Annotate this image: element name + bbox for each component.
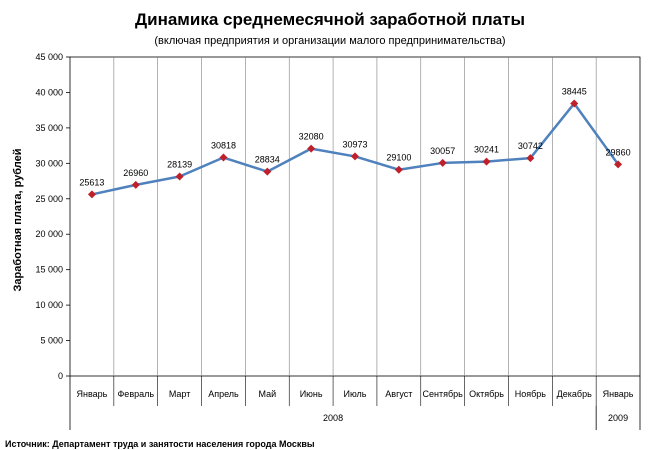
- data-point: [175, 172, 184, 181]
- data-point: [219, 153, 228, 162]
- y-axis-label: Заработная плата, рублей: [12, 148, 24, 291]
- y-tick-label: 45 000: [35, 52, 63, 62]
- data-point: [87, 190, 96, 199]
- y-tick-label: 15 000: [35, 265, 63, 275]
- y-tick-label: 10 000: [35, 300, 63, 310]
- data-point: [482, 157, 491, 166]
- y-tick-label: 35 000: [35, 123, 63, 133]
- data-point: [526, 154, 535, 163]
- data-label: 30973: [342, 139, 367, 149]
- chart-title: Динамика среднемесячной заработной платы: [135, 10, 525, 29]
- data-label: 29100: [386, 153, 411, 163]
- data-label: 29860: [606, 147, 631, 157]
- data-label: 28139: [167, 160, 192, 170]
- data-point: [570, 99, 579, 108]
- data-point: [263, 167, 272, 176]
- data-label: 26960: [123, 168, 148, 178]
- source-note: Источник: Департамент труда и занятости …: [5, 439, 315, 449]
- data-label: 38445: [562, 86, 587, 96]
- x-tick-label: Сентябрь: [423, 389, 464, 399]
- x-tick-label: Июль: [344, 389, 367, 399]
- x-tick-label: Декабрь: [557, 389, 592, 399]
- x-tick-label: Январь: [76, 389, 107, 399]
- data-point: [307, 144, 316, 153]
- x-tick-label: Май: [258, 389, 276, 399]
- x-tick-label: Апрель: [208, 389, 239, 399]
- y-tick-label: 0: [58, 371, 63, 381]
- x-tick-label: Октябрь: [469, 389, 504, 399]
- y-tick-label: 30 000: [35, 158, 63, 168]
- data-label: 30057: [430, 146, 455, 156]
- x-tick-label: Март: [169, 389, 191, 399]
- y-tick-label: 5 000: [40, 336, 63, 346]
- y-tick-label: 40 000: [35, 87, 63, 97]
- data-point: [131, 180, 140, 189]
- chart-subtitle: (включая предприятия и организации малог…: [154, 35, 505, 47]
- x-tick-label: Август: [385, 389, 412, 399]
- data-label: 25613: [79, 177, 104, 187]
- plot-area: [69, 56, 641, 377]
- data-label: 32080: [299, 132, 324, 142]
- x-tick-label: Ноябрь: [515, 389, 547, 399]
- year-label: 2009: [608, 413, 628, 423]
- x-tick-label: Февраль: [117, 389, 154, 399]
- year-label: 2008: [323, 413, 343, 423]
- data-label: 30241: [474, 145, 499, 155]
- data-point: [614, 160, 623, 169]
- data-label: 30818: [211, 141, 236, 151]
- data-label: 28834: [255, 155, 280, 165]
- y-tick-label: 20 000: [35, 229, 63, 239]
- data-point: [394, 165, 403, 174]
- x-tick-label: Июнь: [300, 389, 323, 399]
- data-point: [351, 152, 359, 161]
- data-label: 30742: [518, 141, 543, 151]
- data-point: [438, 158, 447, 167]
- y-tick-label: 25 000: [35, 194, 63, 204]
- x-tick-label: Январь: [603, 389, 634, 399]
